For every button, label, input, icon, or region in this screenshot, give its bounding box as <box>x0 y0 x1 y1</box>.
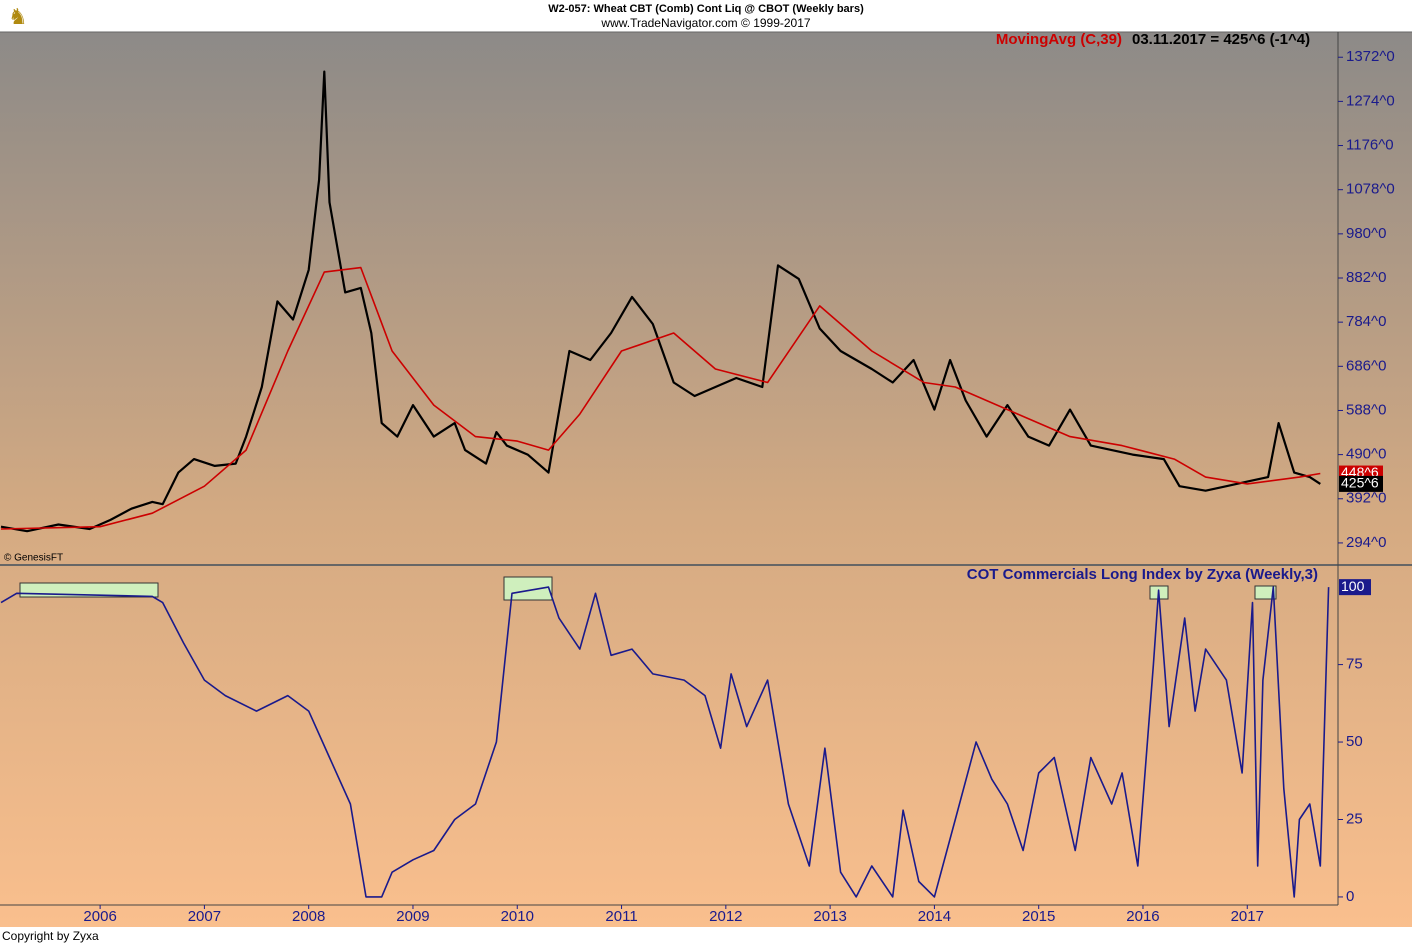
y-tick-label: 50 <box>1346 733 1363 750</box>
x-tick-label: 2010 <box>501 908 534 925</box>
y-tick-label: 686^0 <box>1346 357 1386 374</box>
x-tick-label: 2007 <box>188 908 221 925</box>
y-tick-label: 75 <box>1346 656 1363 673</box>
y-tick-label: 294^0 <box>1346 534 1386 551</box>
x-tick-label: 2015 <box>1022 908 1055 925</box>
y-tick-label: 1078^0 <box>1346 181 1395 198</box>
x-tick-label: 2012 <box>709 908 742 925</box>
x-tick-label: 2017 <box>1231 908 1264 925</box>
y-tick-label: 490^0 <box>1346 446 1386 463</box>
title: W2-057: Wheat CBT (Comb) Cont Liq @ CBOT… <box>548 3 864 15</box>
y-tick-label: 980^0 <box>1346 225 1386 242</box>
readout: 03.11.2017 = 425^6 (-1^4) <box>1132 31 1310 48</box>
footer: Copyright by Zyxa <box>2 929 99 943</box>
last-value-label: 100 <box>1341 578 1365 594</box>
y-tick-label: 392^0 <box>1346 490 1386 507</box>
y-tick-label: 25 <box>1346 810 1363 827</box>
highlight <box>503 576 553 601</box>
cot-title: COT Commercials Long Index by Zyxa (Week… <box>967 566 1318 583</box>
y-tick-label: 0 <box>1346 888 1354 905</box>
x-tick-label: 2008 <box>292 908 325 925</box>
line <box>0 70 1321 533</box>
line <box>0 266 1321 530</box>
last-value-box <box>1339 579 1371 596</box>
y-tick-label: 588^0 <box>1346 401 1386 418</box>
last-value-box <box>1339 475 1383 492</box>
x-tick-label: 2016 <box>1126 908 1159 925</box>
y-tick-label: 1176^0 <box>1346 137 1394 154</box>
y-tick-label: 1274^0 <box>1346 92 1395 109</box>
ma-legend: MovingAvg (C,39) <box>996 31 1122 48</box>
highlight <box>1254 585 1277 600</box>
line <box>0 586 1330 898</box>
footer-band <box>0 927 1412 944</box>
x-tick-label: 2011 <box>605 908 637 925</box>
last-value-label: 425^6 <box>1341 475 1379 491</box>
y-tick-label: 1372^0 <box>1346 48 1395 65</box>
y-tick-label: 784^0 <box>1346 313 1386 330</box>
x-tick-label: 2013 <box>813 908 846 925</box>
logo: ♞ <box>8 4 28 29</box>
subtitle: www.TradeNavigator.com © 1999-2017 <box>600 16 810 30</box>
annotation: © GenesisFT <box>4 553 63 564</box>
x-tick-label: 2006 <box>83 908 116 925</box>
y-tick-label: 882^0 <box>1346 269 1386 286</box>
x-tick-label: 2014 <box>918 908 951 925</box>
header-band <box>0 0 1412 32</box>
x-tick-label: 2009 <box>396 908 429 925</box>
